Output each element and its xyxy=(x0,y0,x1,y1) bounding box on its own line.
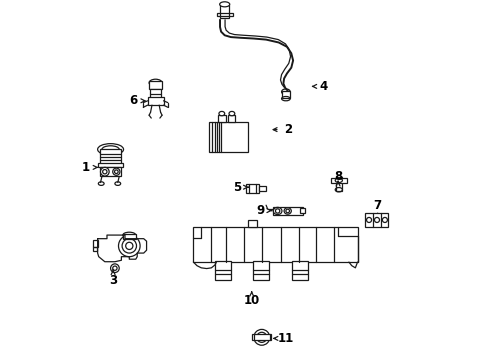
Bar xyxy=(246,184,259,193)
Bar xyxy=(247,220,257,227)
Bar xyxy=(335,177,341,191)
Text: 9: 9 xyxy=(256,204,264,217)
Bar xyxy=(220,5,228,18)
Ellipse shape xyxy=(122,232,136,238)
Bar xyxy=(208,122,247,152)
Text: 5: 5 xyxy=(233,181,241,194)
Circle shape xyxy=(113,168,120,175)
Bar xyxy=(365,213,387,227)
Bar xyxy=(149,81,162,89)
Bar xyxy=(292,261,307,280)
Bar xyxy=(92,247,97,251)
Bar xyxy=(299,208,305,213)
Bar xyxy=(122,234,136,239)
Bar xyxy=(147,97,163,105)
Text: 3: 3 xyxy=(109,274,117,287)
Bar xyxy=(272,207,302,215)
Circle shape xyxy=(110,264,119,273)
Bar xyxy=(100,167,121,176)
Bar xyxy=(330,178,346,183)
Bar xyxy=(252,334,270,340)
Bar xyxy=(193,227,357,262)
Ellipse shape xyxy=(273,207,282,215)
Text: 1: 1 xyxy=(82,161,90,174)
Bar xyxy=(98,163,122,167)
Text: 10: 10 xyxy=(243,294,259,307)
Bar xyxy=(282,91,289,98)
Bar xyxy=(92,240,98,247)
Ellipse shape xyxy=(284,208,291,214)
Bar xyxy=(100,149,121,164)
Bar xyxy=(252,261,268,280)
Text: 11: 11 xyxy=(277,332,293,345)
Text: 7: 7 xyxy=(373,199,381,212)
Text: 2: 2 xyxy=(283,123,291,136)
Bar xyxy=(259,186,265,191)
Bar xyxy=(149,89,161,98)
Bar xyxy=(215,261,230,280)
Text: 6: 6 xyxy=(128,94,137,107)
Text: 4: 4 xyxy=(319,80,327,93)
Ellipse shape xyxy=(219,112,224,116)
Bar xyxy=(216,13,232,16)
Ellipse shape xyxy=(281,89,289,95)
Bar xyxy=(218,115,225,122)
Circle shape xyxy=(101,167,109,176)
Circle shape xyxy=(253,329,269,345)
Text: 8: 8 xyxy=(333,170,342,183)
Ellipse shape xyxy=(228,112,234,116)
Ellipse shape xyxy=(149,79,162,86)
Circle shape xyxy=(118,235,140,257)
Bar xyxy=(227,115,234,122)
Ellipse shape xyxy=(219,2,229,7)
